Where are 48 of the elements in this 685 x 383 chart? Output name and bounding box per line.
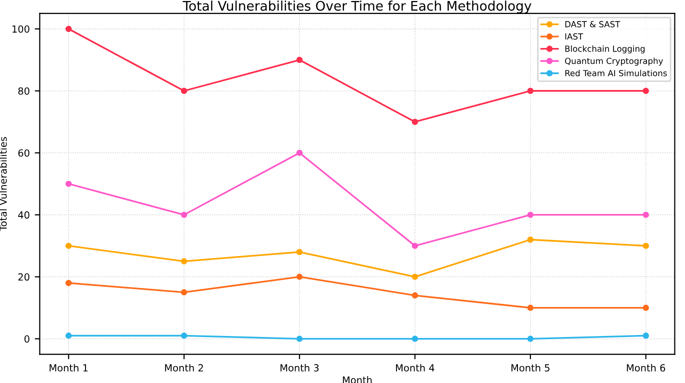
point (296, 150, 303, 156)
point (642, 212, 649, 218)
point (180, 332, 188, 339)
point (527, 212, 534, 218)
y-tick-label: 40 (18, 211, 30, 219)
point (65, 180, 72, 187)
y-tick-label: 80 (18, 87, 30, 95)
point (412, 274, 418, 280)
point (296, 274, 303, 280)
y-tick-label: 0 (24, 335, 30, 343)
point (180, 88, 188, 94)
y-tick-label: 100 (12, 25, 30, 33)
x-tick-label: Month 3 (280, 364, 319, 372)
point (527, 236, 534, 243)
point (642, 242, 649, 249)
y-tick-label: 60 (18, 149, 30, 157)
x-tick-label: Month 5 (511, 364, 550, 372)
point (180, 289, 188, 296)
legend-label: IAST (565, 33, 584, 40)
point (180, 258, 188, 264)
x-tick-label: Month 4 (396, 364, 434, 372)
point (296, 56, 303, 64)
point (642, 332, 649, 339)
point (296, 248, 303, 256)
point (65, 242, 72, 249)
x-tick-label: Month 2 (165, 364, 203, 372)
point (65, 332, 72, 339)
point (412, 118, 418, 125)
point (180, 212, 188, 218)
point (642, 304, 649, 311)
point (65, 280, 72, 286)
point (412, 292, 418, 299)
legend-label: Quantum Cryptography (565, 58, 663, 66)
y-tick-label: 20 (18, 273, 30, 281)
point (412, 336, 418, 342)
x-tick-label: Month 6 (626, 364, 666, 372)
x-tick-label: Month 1 (50, 364, 88, 372)
point (65, 26, 72, 32)
chart-title: Total Vulnerabilities Over Time for Each Methodology (182, 0, 532, 14)
point (296, 336, 303, 342)
legend-label: Blockchain Logging (565, 45, 645, 54)
point (527, 336, 534, 342)
point (412, 242, 418, 249)
point (527, 304, 534, 311)
point (527, 88, 534, 94)
point (642, 88, 649, 94)
legend-label: DAST & SAST (565, 21, 620, 28)
legend-label: Red Team AI Simulations (565, 70, 667, 76)
